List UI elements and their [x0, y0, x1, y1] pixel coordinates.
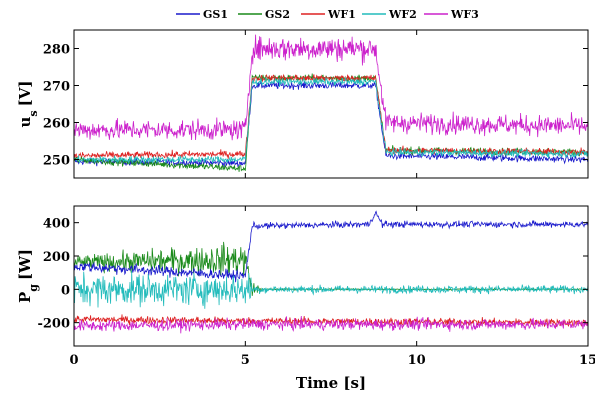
y-label-unit: [V]	[16, 81, 34, 107]
series-line-gs1	[74, 80, 588, 168]
x-tick-label: 5	[241, 353, 250, 368]
legend-label-wf1: WF1	[327, 8, 356, 21]
legend-label-gs2: GS2	[265, 8, 290, 21]
x-tick-label: 10	[408, 353, 426, 368]
y-axis-label: us [V]	[16, 81, 40, 128]
series-layer	[74, 34, 588, 172]
y-label-subscript: g	[27, 284, 40, 292]
y-axis-label: Pg [W]	[16, 249, 40, 303]
series-line-wf3	[74, 315, 588, 334]
series-line-wf1	[74, 314, 588, 328]
series-line-gs1	[74, 210, 588, 283]
y-tick-label: 400	[43, 217, 70, 232]
legend-label-wf3: WF3	[450, 8, 479, 21]
x-axis-label: Time [s]	[296, 374, 366, 392]
y-tick-label: 0	[61, 283, 70, 298]
legend-label-wf2: WF2	[388, 8, 417, 21]
y-tick-label: -200	[37, 317, 70, 332]
plot-frame	[73, 29, 589, 179]
y-tick-label: 260	[43, 117, 70, 132]
legend: GS1 GS2 WF1 WF2 WF3	[176, 8, 479, 21]
series-layer	[74, 210, 588, 334]
series-line-wf3	[74, 34, 588, 141]
y-tick-label: 200	[43, 250, 70, 265]
series-line-wf1	[74, 73, 588, 160]
y-tick-label: 280	[43, 43, 70, 58]
panel-us: 250 260 270 280 us [V]	[16, 29, 589, 179]
y-label-unit: [W]	[16, 249, 34, 280]
series-line-gs2	[74, 73, 588, 172]
y-label-main: P	[16, 292, 34, 303]
plot-frame	[73, 205, 589, 347]
x-tick-label: 15	[579, 353, 595, 368]
y-label-subscript: s	[27, 110, 40, 116]
y-tick-label: 270	[43, 80, 70, 95]
series-line-wf2	[74, 270, 588, 309]
axis-ticks: 250 260 270 280	[43, 30, 589, 178]
y-label-main: u	[16, 116, 34, 127]
panel-pg: -200 0 200 400 0 5 10 15 Pg [W]	[16, 205, 595, 368]
y-tick-label: 250	[43, 154, 70, 169]
legend-label-gs1: GS1	[203, 8, 228, 21]
x-tick-label: 0	[69, 353, 78, 368]
series-line-wf2	[74, 76, 588, 165]
axis-ticks: -200 0 200 400 0 5 10 15	[37, 206, 595, 368]
